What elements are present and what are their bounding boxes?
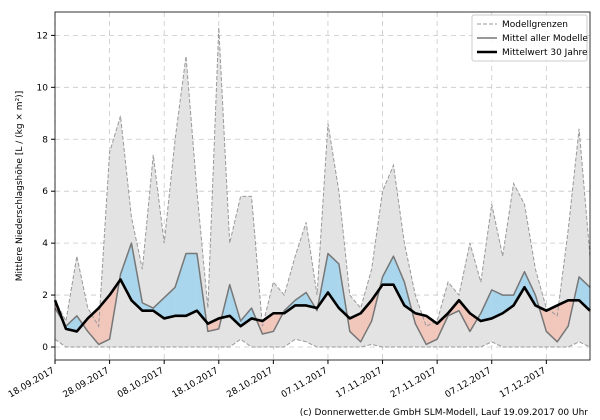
difference-fill (262, 313, 274, 335)
difference-fill (513, 271, 525, 306)
y-tick-label: 6 (42, 187, 48, 197)
difference-fill (76, 315, 83, 332)
difference-fill (349, 313, 361, 342)
plot-frame (54, 11, 591, 361)
difference-fill (393, 256, 405, 306)
difference-fill (491, 289, 503, 319)
x-tick-label: 18.10.2017 (171, 366, 221, 400)
x-tick-label: 17.12.2017 (498, 366, 548, 400)
legend-label: Modellgrenzen (502, 20, 568, 30)
x-tick-label: 28.10.2017 (225, 366, 275, 400)
x-tick-label: 07.11.2017 (280, 366, 330, 400)
x-tick-label: 27.11.2017 (389, 366, 439, 400)
y-tick-label: 0 (42, 343, 48, 353)
difference-fill (557, 300, 569, 342)
legend-label: Mittelwert 30 Jahre (502, 48, 588, 58)
y-tick-label: 4 (42, 239, 48, 249)
x-tick-label: 07.12.2017 (444, 366, 494, 400)
y-tick-label: 10 (37, 83, 49, 93)
difference-fill (153, 297, 165, 319)
y-axis-label: Mittlere Niederschlagshöhe [L / (kg × m²… (15, 91, 25, 281)
y-tick-label: 8 (42, 135, 48, 145)
difference-fill (480, 289, 492, 322)
x-tick-label: 17.11.2017 (334, 366, 384, 400)
y-tick-label: 2 (42, 291, 48, 301)
difference-fill (546, 305, 558, 342)
difference-fill (524, 271, 536, 306)
y-tick-label: 12 (37, 31, 48, 41)
x-tick-label: 18.09.2017 (7, 366, 57, 400)
difference-fill (295, 292, 307, 306)
difference-fill (98, 295, 110, 345)
x-tick-label: 08.10.2017 (116, 366, 166, 400)
model-range-line (54, 27, 591, 328)
series-line (53, 278, 591, 333)
x-tick-label: 28.09.2017 (61, 366, 111, 400)
model-range-line (54, 338, 591, 348)
legend-box (471, 14, 588, 62)
difference-fill (415, 313, 427, 345)
difference-fill (207, 318, 219, 332)
difference-fill (120, 243, 132, 301)
difference-fill (186, 253, 197, 316)
difference-fill (502, 295, 514, 314)
difference-fill (240, 308, 252, 327)
footer: (c) Donnerwetter.de GmbH SLM-Modell, Lau… (300, 408, 589, 418)
difference-fill (382, 256, 394, 285)
difference-fill (175, 253, 187, 316)
difference-fill (65, 315, 77, 332)
difference-fill (458, 300, 470, 332)
series-line (54, 242, 591, 346)
legend-label: Mittel aller Modelle (502, 34, 588, 44)
